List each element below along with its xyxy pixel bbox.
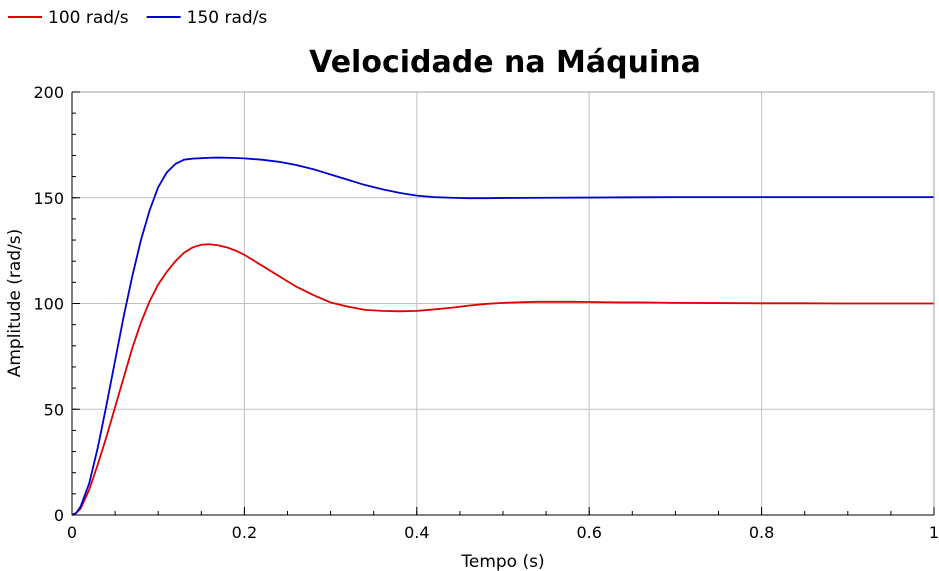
- x-tick-label: 0.4: [404, 523, 429, 542]
- y-tick-label: 50: [44, 400, 64, 419]
- x-axis-title: Tempo (s): [460, 552, 544, 571]
- x-tick-label: 0.2: [232, 523, 257, 542]
- y-tick-label: 0: [54, 506, 64, 525]
- chart-title: Velocidade na Máquina: [309, 45, 701, 80]
- y-tick-label: 100: [33, 295, 64, 314]
- x-tick-label: 1: [929, 523, 939, 542]
- legend-label-2: 150 rad/s: [187, 8, 268, 28]
- y-tick-label: 150: [33, 189, 64, 208]
- x-tick-label: 0.6: [576, 523, 601, 542]
- y-axis-title: Amplitude (rad/s): [5, 229, 25, 378]
- series-group: [71, 156, 934, 516]
- series-line-1: [71, 243, 934, 516]
- x-tick-label: 0: [67, 523, 77, 542]
- x-tick-label: 0.8: [749, 523, 774, 542]
- legend-label-1: 100 rad/s: [48, 8, 129, 28]
- y-ticks: 0 50 100 150 200: [33, 83, 80, 525]
- y-tick-label: 200: [33, 83, 64, 102]
- legend: 100 rad/s 150 rad/s: [8, 8, 267, 28]
- x-ticks: 0 0.2 0.4 0.6 0.8 1: [67, 507, 939, 542]
- series-line-2: [71, 156, 934, 516]
